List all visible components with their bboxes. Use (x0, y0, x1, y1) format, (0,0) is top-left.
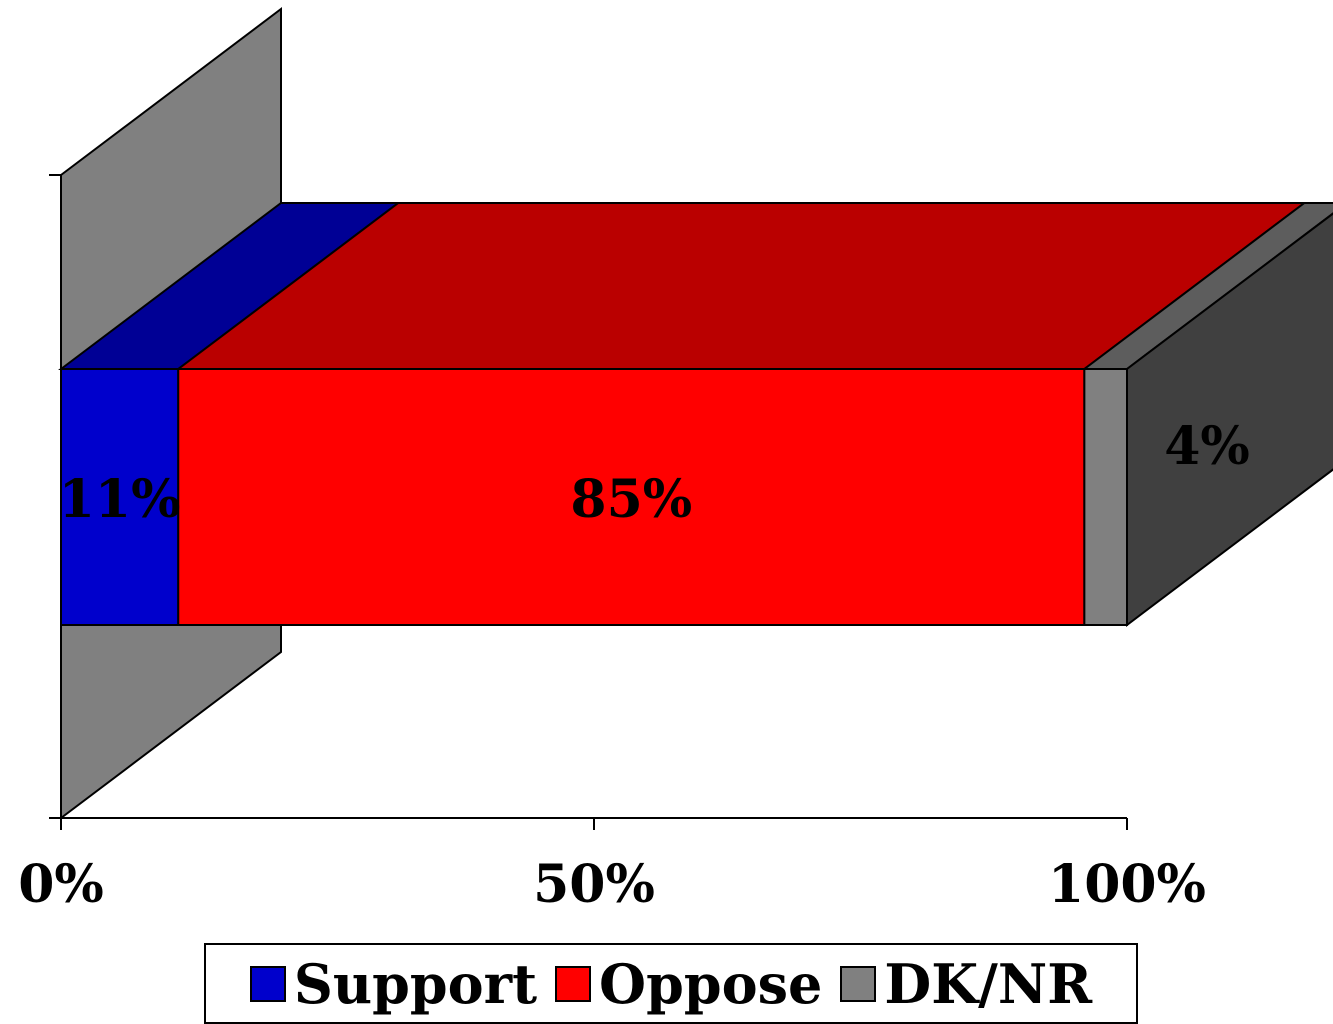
legend-swatch-oppose (555, 965, 592, 1002)
bar-segment-oppose (177, 368, 1086, 626)
x-tick-label: 0% (18, 854, 104, 915)
legend-item-oppose: Oppose (555, 952, 822, 1016)
legend-label-support: Support (293, 951, 538, 1016)
x-tick-label: 50% (533, 854, 655, 915)
legend-swatch-dknr (840, 965, 877, 1002)
bar-side-dk-nr (1126, 212, 1333, 628)
legend-label-oppose: Oppose (599, 951, 823, 1016)
bar-segment-dk-nr (1083, 368, 1128, 626)
legend-item-dknr: DK/NR (840, 952, 1092, 1016)
legend-swatch-support (249, 965, 286, 1002)
x-tick-label: 100% (1048, 854, 1206, 915)
legend-item-support: Support (249, 951, 538, 1016)
legend: Support Oppose DK/NR (204, 943, 1138, 1024)
data-label-dk-nr: 4% (1164, 416, 1250, 477)
bar-segment-support (60, 368, 180, 626)
legend-label-dknr: DK/NR (884, 951, 1093, 1016)
data-label-oppose: 85% (570, 469, 692, 530)
data-label-support: 11% (59, 469, 181, 530)
